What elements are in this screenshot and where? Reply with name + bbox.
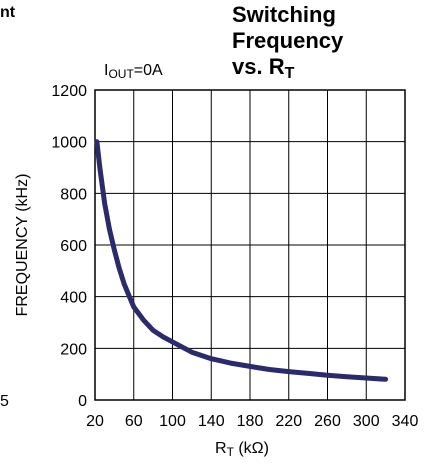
x-tick-label: 180 xyxy=(237,413,264,430)
frequency-curve xyxy=(94,139,389,382)
x-tick-label: 140 xyxy=(198,413,225,430)
y-tick-label: 0 xyxy=(78,393,87,410)
chart-title-line1: Switching Frequency xyxy=(232,2,344,53)
x-tick-label: 220 xyxy=(275,413,302,430)
y-tick-label: 1200 xyxy=(51,83,87,100)
left-cropped-text-top: nt xyxy=(0,4,16,21)
x-tick-label: 300 xyxy=(353,413,380,430)
x-tick-label: 260 xyxy=(314,413,341,430)
y-tick-label: 200 xyxy=(60,341,87,358)
y-tick-label: 600 xyxy=(60,238,87,255)
x-tick-label: 60 xyxy=(125,413,143,430)
y-tick-label: 400 xyxy=(60,290,87,307)
y-tick-label: 800 xyxy=(60,186,87,203)
x-tick-label: 20 xyxy=(86,413,104,430)
x-tick-label: 100 xyxy=(159,413,186,430)
chart-title: Switching Frequency vs. RT xyxy=(232,2,428,87)
y-tick-label: 1000 xyxy=(51,135,87,152)
left-cropped-text-bottom: 5 xyxy=(0,393,9,410)
chart-title-line2: vs. RT xyxy=(232,54,295,82)
y-axis-label: FREQUENCY (kHz) xyxy=(14,174,31,317)
x-tick-label: 340 xyxy=(392,413,419,430)
chart-condition-label: IOUT=0A xyxy=(104,62,163,81)
plot-frame xyxy=(94,89,406,401)
